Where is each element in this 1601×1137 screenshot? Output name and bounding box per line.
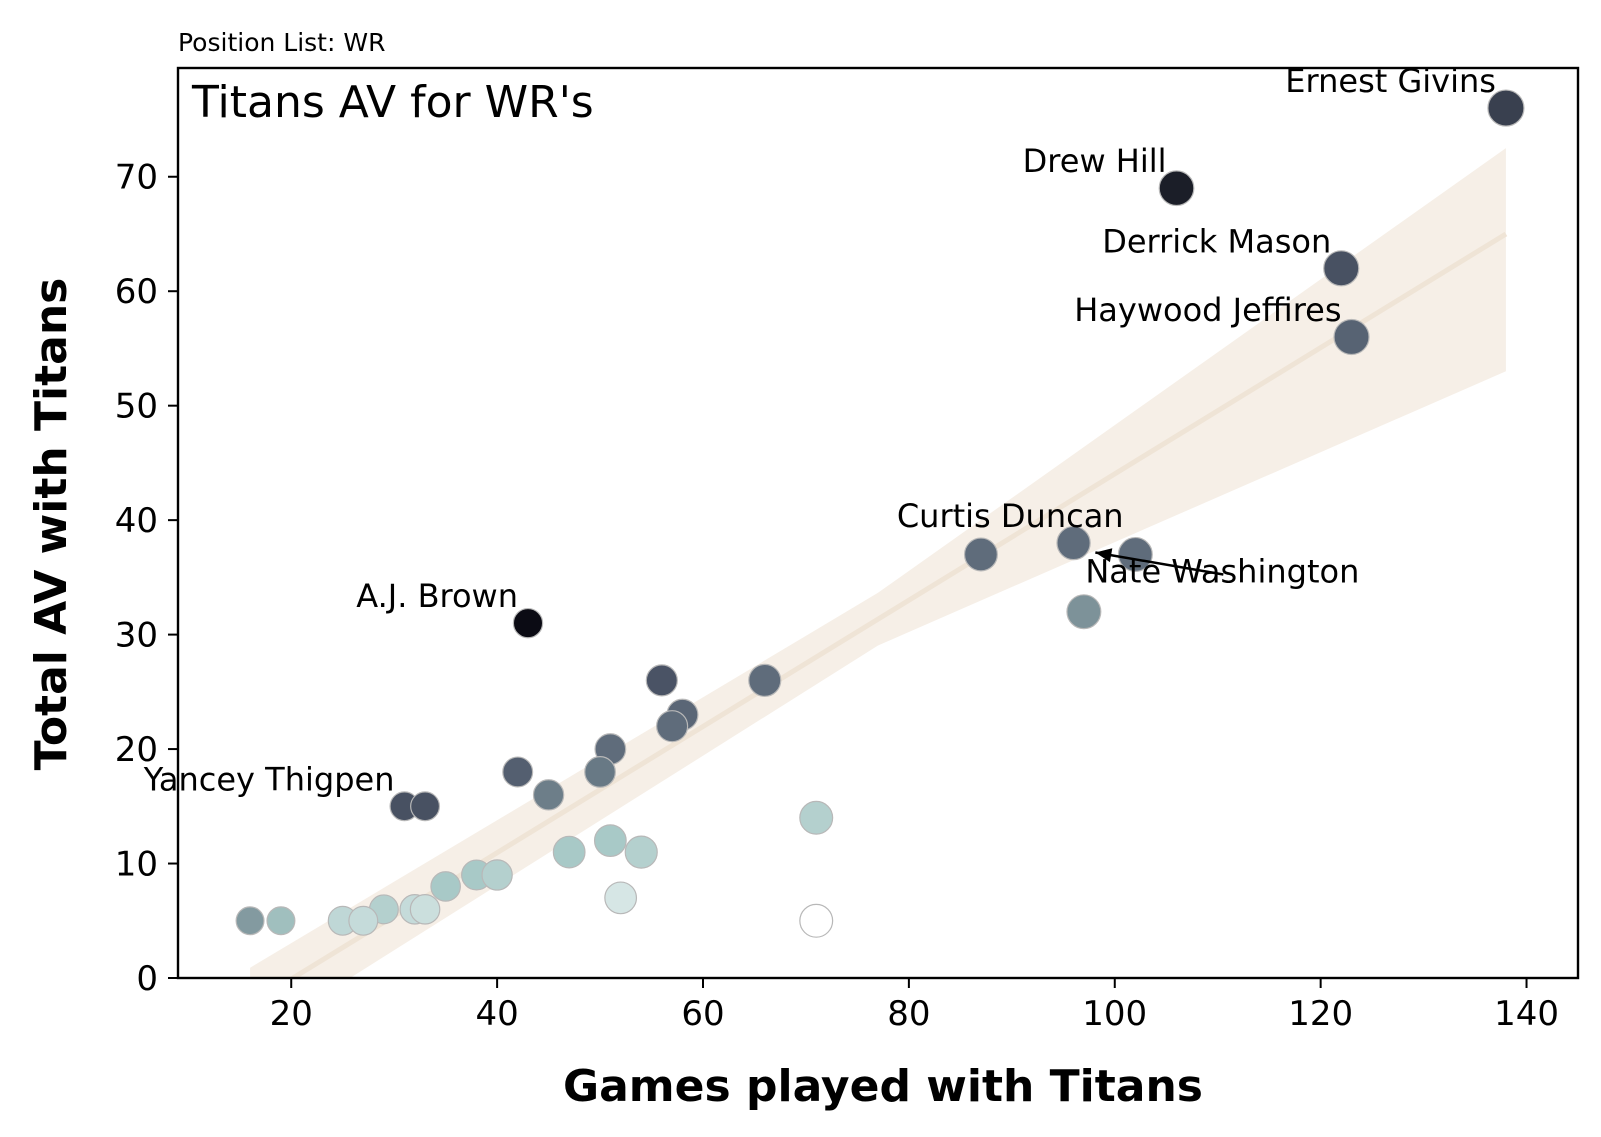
data-point [1158,170,1195,207]
data-point [584,756,616,788]
x-tick-label: 140 [1494,994,1559,1034]
y-tick-label: 20 [115,730,158,770]
data-point [409,894,441,925]
data-point [1117,536,1153,572]
data-point [1487,89,1525,127]
data-point [532,779,565,811]
x-tick-label: 20 [270,994,313,1034]
data-point [604,881,638,915]
data-point [593,824,627,858]
y-tick-label: 30 [115,616,158,656]
data-point [430,871,461,902]
chart-subtitle: Position List: WR [178,28,385,57]
data-point [552,835,586,869]
data-point [645,664,678,697]
x-tick-label: 60 [681,994,724,1034]
y-axis-title: Total AV with Titans [26,278,77,771]
data-point [799,903,834,938]
data-point [656,710,689,743]
y-tick-label: 50 [115,387,158,427]
data-point [624,835,658,869]
x-axis-title: Games played with Titans [563,1061,1203,1112]
data-point [963,537,998,572]
point-label: Drew Hill [1023,142,1167,180]
plot-frame [176,66,1580,980]
annotation-arrow [1095,551,1224,576]
data-point [1333,318,1370,356]
y-tick-label: 0 [136,959,158,999]
data-point [235,906,265,936]
data-point [748,663,782,697]
data-point [799,800,834,835]
x-tick-label: 80 [887,994,930,1034]
data-point [348,905,379,936]
point-label: Curtis Duncan [897,497,1124,535]
point-label: Derrick Mason [1102,222,1331,260]
y-tick-label: 40 [115,501,158,541]
y-tick-label: 10 [115,845,158,885]
data-point [266,906,296,936]
data-point [1323,250,1360,287]
confidence-band [250,148,1506,978]
data-point [410,791,441,822]
x-tick-label: 40 [475,994,518,1034]
point-label: Yancey Thigpen [143,760,395,798]
data-point [502,756,534,788]
chart-title: Titans AV for WR's [191,77,594,128]
annotation-arrowhead [1095,548,1113,563]
x-tick-label: 120 [1288,994,1353,1034]
regression-line [288,231,1508,978]
y-tick-label: 60 [115,272,158,312]
point-label: Haywood Jeffires [1074,291,1341,329]
data-point [1066,594,1102,630]
y-tick-label: 70 [115,158,158,198]
data-point [1056,525,1091,561]
data-point [512,607,544,639]
x-tick-label: 100 [1082,994,1147,1034]
point-label: A.J. Brown [356,577,518,615]
data-point [481,859,513,891]
